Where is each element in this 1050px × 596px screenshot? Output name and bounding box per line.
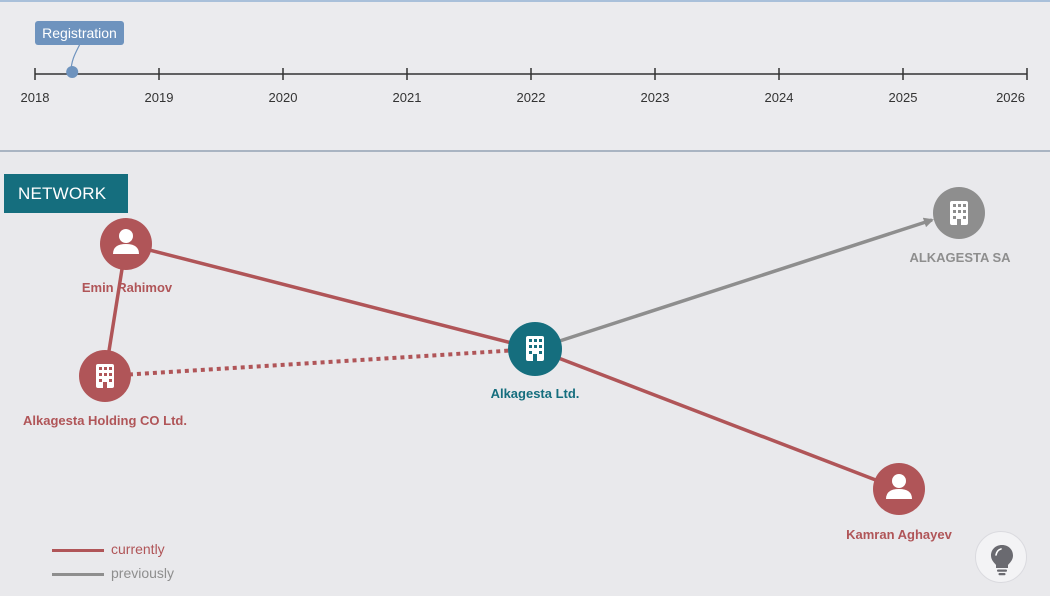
- registration-label-box[interactable]: [35, 21, 124, 45]
- node-alkagesta-holding[interactable]: [79, 350, 131, 402]
- timeline-year-label: 2026: [996, 90, 1025, 105]
- node-label-kamran-aghayev: Kamran Aghayev: [846, 527, 952, 542]
- legend-label-previously: previously: [111, 565, 175, 581]
- person-icon: [113, 229, 139, 254]
- timeline-year-label: 2022: [517, 90, 546, 105]
- person-icon: [886, 474, 912, 499]
- network-panel: Emin Rahimov Alkagesta Holding CO Ltd.: [0, 152, 1050, 596]
- building-icon: [950, 201, 968, 225]
- node-emin-rahimov[interactable]: [100, 218, 152, 270]
- timeline-year-label: 2018: [21, 90, 50, 105]
- edge-alkagesta-ltd-to-kamran[interactable]: [534, 347, 900, 491]
- edge-emin-to-alkagesta-ltd[interactable]: [125, 242, 536, 351]
- timeline-ticks: 2018 2019 2020 2021 2022 2023 2024 2025 2026: [21, 68, 1028, 105]
- registration-marker-dot[interactable]: [66, 66, 79, 78]
- timeline-year-label: 2024: [765, 90, 794, 105]
- building-icon: [96, 364, 114, 388]
- node-label-alkagesta-holding: Alkagesta Holding CO Ltd.: [23, 413, 187, 428]
- lightbulb-icon: [991, 545, 1013, 576]
- timeline-year-label: 2023: [641, 90, 670, 105]
- edge-alkagesta-ltd-to-sa[interactable]: [534, 217, 934, 351]
- node-label-alkagesta-ltd: Alkagesta Ltd.: [491, 386, 580, 401]
- timeline-svg: 2018 2019 2020 2021 2022 2023 2024 2025 2026 Reg…: [21, 21, 1028, 105]
- timeline-year-label: 2019: [145, 90, 174, 105]
- timeline-panel: 2018 2019 2020 2021 2022 2023 2024 2025 2026 Reg…: [0, 0, 1050, 152]
- node-alkagesta-ltd[interactable]: [508, 322, 562, 376]
- building-icon: [526, 336, 544, 361]
- legend-swatch-currently: [52, 549, 104, 552]
- timeline-year-label: 2020: [269, 90, 298, 105]
- node-label-emin-rahimov: Emin Rahimov: [82, 280, 173, 295]
- legend-label-currently: currently: [111, 541, 165, 557]
- network-graph: Emin Rahimov Alkagesta Holding CO Ltd.: [23, 187, 1011, 542]
- registration-label: Registration: [42, 25, 117, 41]
- edge-holding-to-alkagesta-ltd[interactable]: [104, 347, 536, 378]
- hint-button[interactable]: [975, 531, 1027, 583]
- node-kamran-aghayev[interactable]: [873, 463, 925, 515]
- node-label-alkagesta-sa: ALKAGESTA SA: [909, 250, 1011, 265]
- node-alkagesta-sa[interactable]: [933, 187, 985, 239]
- timeline-year-label: 2021: [393, 90, 422, 105]
- network-tab[interactable]: NETWORK: [4, 174, 128, 213]
- timeline-year-label: 2025: [889, 90, 918, 105]
- legend-swatch-previously: [52, 573, 104, 576]
